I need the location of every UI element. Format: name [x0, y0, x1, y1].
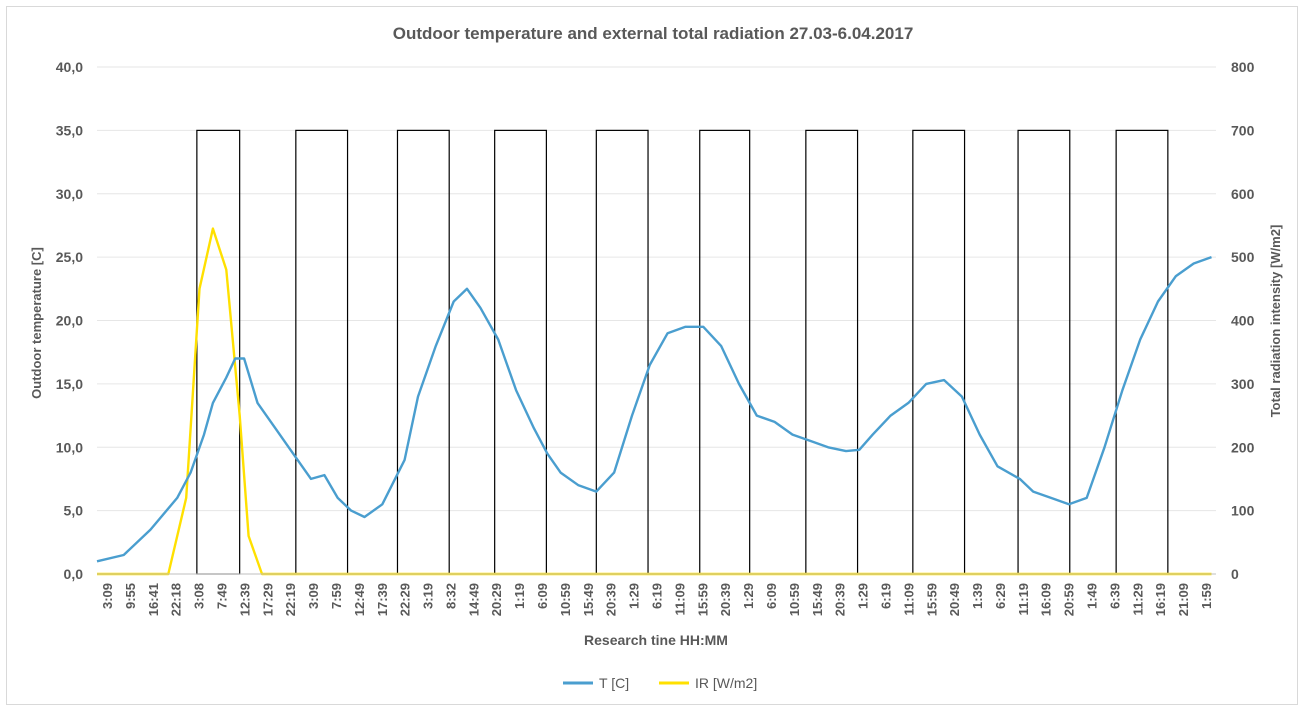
x-tick-label: 20:39 — [833, 583, 848, 616]
x-tick-label: 20:49 — [947, 583, 962, 616]
x-tick-label: 20:39 — [718, 583, 733, 616]
x-tick-label: 3:08 — [192, 583, 207, 609]
x-tick-label: 6:19 — [650, 583, 665, 609]
legend-ir-label: IR [W/m2] — [695, 675, 757, 691]
x-tick-label: 3:09 — [306, 583, 321, 609]
legend-t-label: T [C] — [599, 675, 629, 691]
x-tick-label: 11:19 — [1016, 583, 1031, 616]
daylight-boxes — [196, 129, 1169, 575]
y-axis-right-ticks: 0 100 200 300 400 500 600 700 800 — [1231, 59, 1255, 582]
x-tick-label: 16:19 — [1153, 583, 1168, 616]
x-tick-label: 1:19 — [512, 583, 527, 609]
y-right-tick-label: 600 — [1231, 186, 1255, 202]
x-tick-label: 3:19 — [421, 583, 436, 609]
y-left-tick-label: 25,0 — [56, 249, 83, 265]
grid-lines — [97, 66, 1216, 512]
x-tick-label: 11:29 — [1130, 583, 1145, 616]
x-tick-label: 16:41 — [146, 583, 161, 616]
y-left-tick-label: 40,0 — [56, 59, 83, 75]
x-tick-label: 20:29 — [489, 583, 504, 616]
y-left-tick-label: 10,0 — [56, 439, 83, 455]
daylight-box — [1115, 129, 1169, 575]
daylight-box — [1017, 129, 1071, 575]
x-tick-label: 6:09 — [535, 583, 550, 609]
y-axis-left-ticks: 0,0 5,0 10,0 15,0 20,0 25,0 30,0 35,0 40,0 — [56, 59, 83, 582]
x-axis-label: Research tine HH:MM — [584, 632, 728, 648]
x-tick-label: 7:49 — [215, 583, 230, 609]
x-tick-label: 20:59 — [1062, 583, 1077, 616]
daylight-box — [295, 129, 349, 575]
x-tick-label: 9:55 — [123, 583, 138, 609]
x-tick-label: 22:18 — [169, 583, 184, 616]
x-tick-label: 1:29 — [741, 583, 756, 609]
y-left-tick-label: 20,0 — [56, 313, 83, 329]
series-lines — [96, 227, 1212, 576]
x-tick-label: 3:09 — [100, 583, 115, 609]
x-tick-label: 11:09 — [901, 583, 916, 616]
x-tick-label: 10:59 — [558, 583, 573, 616]
y-left-tick-label: 30,0 — [56, 186, 83, 202]
y-right-tick-label: 700 — [1231, 122, 1255, 138]
x-tick-label: 1:59 — [1199, 583, 1214, 609]
y-left-tick-label: 15,0 — [56, 376, 83, 392]
x-tick-label: 15:49 — [810, 583, 825, 616]
y-axis-left-label: Outdoor temperature [C] — [29, 247, 44, 399]
x-tick-label: 1:29 — [627, 583, 642, 609]
x-tick-label: 15:59 — [924, 583, 939, 616]
daylight-box — [396, 129, 450, 575]
x-tick-label: 22:29 — [398, 583, 413, 616]
y-right-tick-label: 200 — [1231, 439, 1255, 455]
x-tick-label: 8:32 — [443, 583, 458, 609]
x-tick-label: 14:49 — [466, 583, 481, 616]
x-tick-label: 7:59 — [329, 583, 344, 609]
y-right-tick-label: 300 — [1231, 376, 1255, 392]
y-left-tick-label: 35,0 — [56, 122, 83, 138]
y-left-tick-label: 5,0 — [64, 503, 84, 519]
chart-frame: Outdoor temperature and external total r… — [6, 6, 1298, 705]
daylight-box — [595, 129, 649, 575]
x-tick-label: 12:39 — [237, 583, 252, 616]
x-tick-label: 6:29 — [993, 583, 1008, 609]
y-right-tick-label: 500 — [1231, 249, 1255, 265]
x-tick-label: 10:59 — [787, 583, 802, 616]
x-tick-label: 11:09 — [672, 583, 687, 616]
x-tick-label: 17:29 — [260, 583, 275, 616]
x-axis-ticks: 3:09 9:55 16:41 22:18 3:08 7:49 12:39 17:29 22:1… — [100, 583, 1214, 616]
x-tick-label: 16:09 — [1039, 583, 1054, 616]
y-right-tick-label: 400 — [1231, 313, 1255, 329]
x-tick-label: 6:09 — [764, 583, 779, 609]
chart-title: Outdoor temperature and external total r… — [393, 24, 914, 43]
x-tick-label: 1:39 — [970, 583, 985, 609]
y-axis-right-label: Total radiation intensity [W/m2] — [1268, 225, 1283, 418]
x-tick-label: 21:09 — [1176, 583, 1191, 616]
legend: T [C] IR [W/m2] — [563, 675, 757, 691]
x-tick-label: 6:39 — [1107, 583, 1122, 609]
x-tick-label: 12:49 — [352, 583, 367, 616]
y-right-tick-label: 100 — [1231, 503, 1255, 519]
temperature-series-line — [96, 255, 1212, 563]
x-tick-label: 20:39 — [604, 583, 619, 616]
x-tick-label: 6:19 — [879, 583, 894, 609]
y-left-tick-label: 0,0 — [64, 566, 84, 582]
y-right-tick-label: 0 — [1231, 566, 1239, 582]
daylight-box — [912, 129, 966, 575]
x-tick-label: 1:29 — [856, 583, 871, 609]
x-tick-label: 17:39 — [375, 583, 390, 616]
ir-series-line — [97, 227, 1212, 576]
x-tick-label: 22:19 — [283, 583, 298, 616]
chart-svg: Outdoor temperature and external total r… — [29, 24, 1283, 691]
x-tick-label: 1:49 — [1085, 583, 1100, 609]
x-tick-label: 15:49 — [581, 583, 596, 616]
y-right-tick-label: 800 — [1231, 59, 1255, 75]
daylight-box — [805, 129, 859, 575]
x-tick-label: 15:59 — [695, 583, 710, 616]
